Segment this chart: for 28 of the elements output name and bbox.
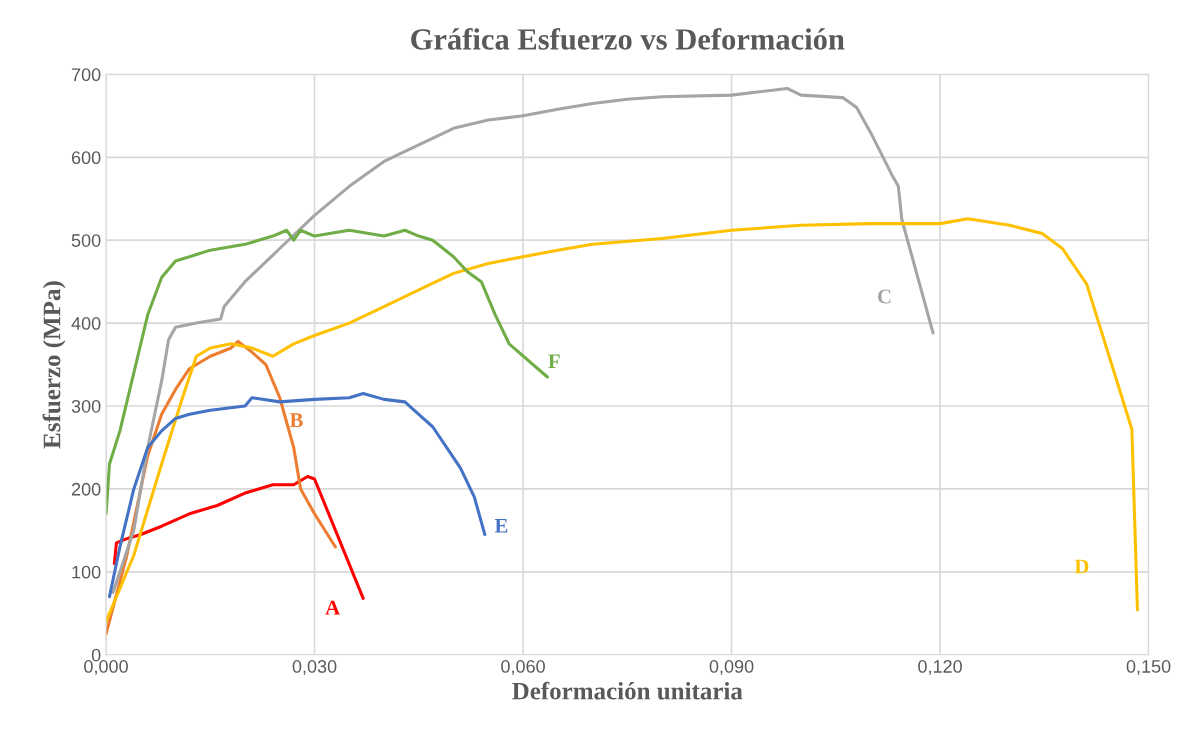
x-tick-label: 0,150 <box>1126 660 1171 675</box>
series-label: B <box>289 413 303 428</box>
y-tick-label: 600 <box>71 151 101 165</box>
y-tick-label: 700 <box>71 68 101 82</box>
y-tick-label: 200 <box>71 482 101 496</box>
line-series <box>111 86 935 595</box>
x-tick-label: 0,090 <box>709 660 754 675</box>
x-tick-label: 0,120 <box>918 660 962 675</box>
text: D <box>1074 559 1089 574</box>
series-label: C <box>877 289 891 304</box>
chart-title: Gráfica Esfuerzo vs Deformación <box>411 27 845 50</box>
x-tick-label: 0,000 <box>84 660 128 675</box>
series-label: A <box>325 600 340 615</box>
y-tick-label: 400 <box>71 317 101 330</box>
line-series <box>107 392 487 599</box>
x-tick-label: 0,030 <box>292 660 337 675</box>
series-label: F <box>548 354 560 369</box>
line-series <box>106 228 549 516</box>
x-axis-title: Deformación unitaria <box>512 681 743 700</box>
line-series <box>106 217 1139 624</box>
y-tick-label: 0 <box>91 648 101 662</box>
line-series <box>112 474 365 600</box>
series-label: E <box>494 518 508 533</box>
y-tick-label: 300 <box>71 399 101 413</box>
y-tick-label: 100 <box>72 565 101 579</box>
y-tick-label: 500 <box>71 234 101 247</box>
x-tick-label: 0,060 <box>501 660 545 675</box>
y-axis-title: Esfuerzo (MPa) <box>42 281 66 449</box>
